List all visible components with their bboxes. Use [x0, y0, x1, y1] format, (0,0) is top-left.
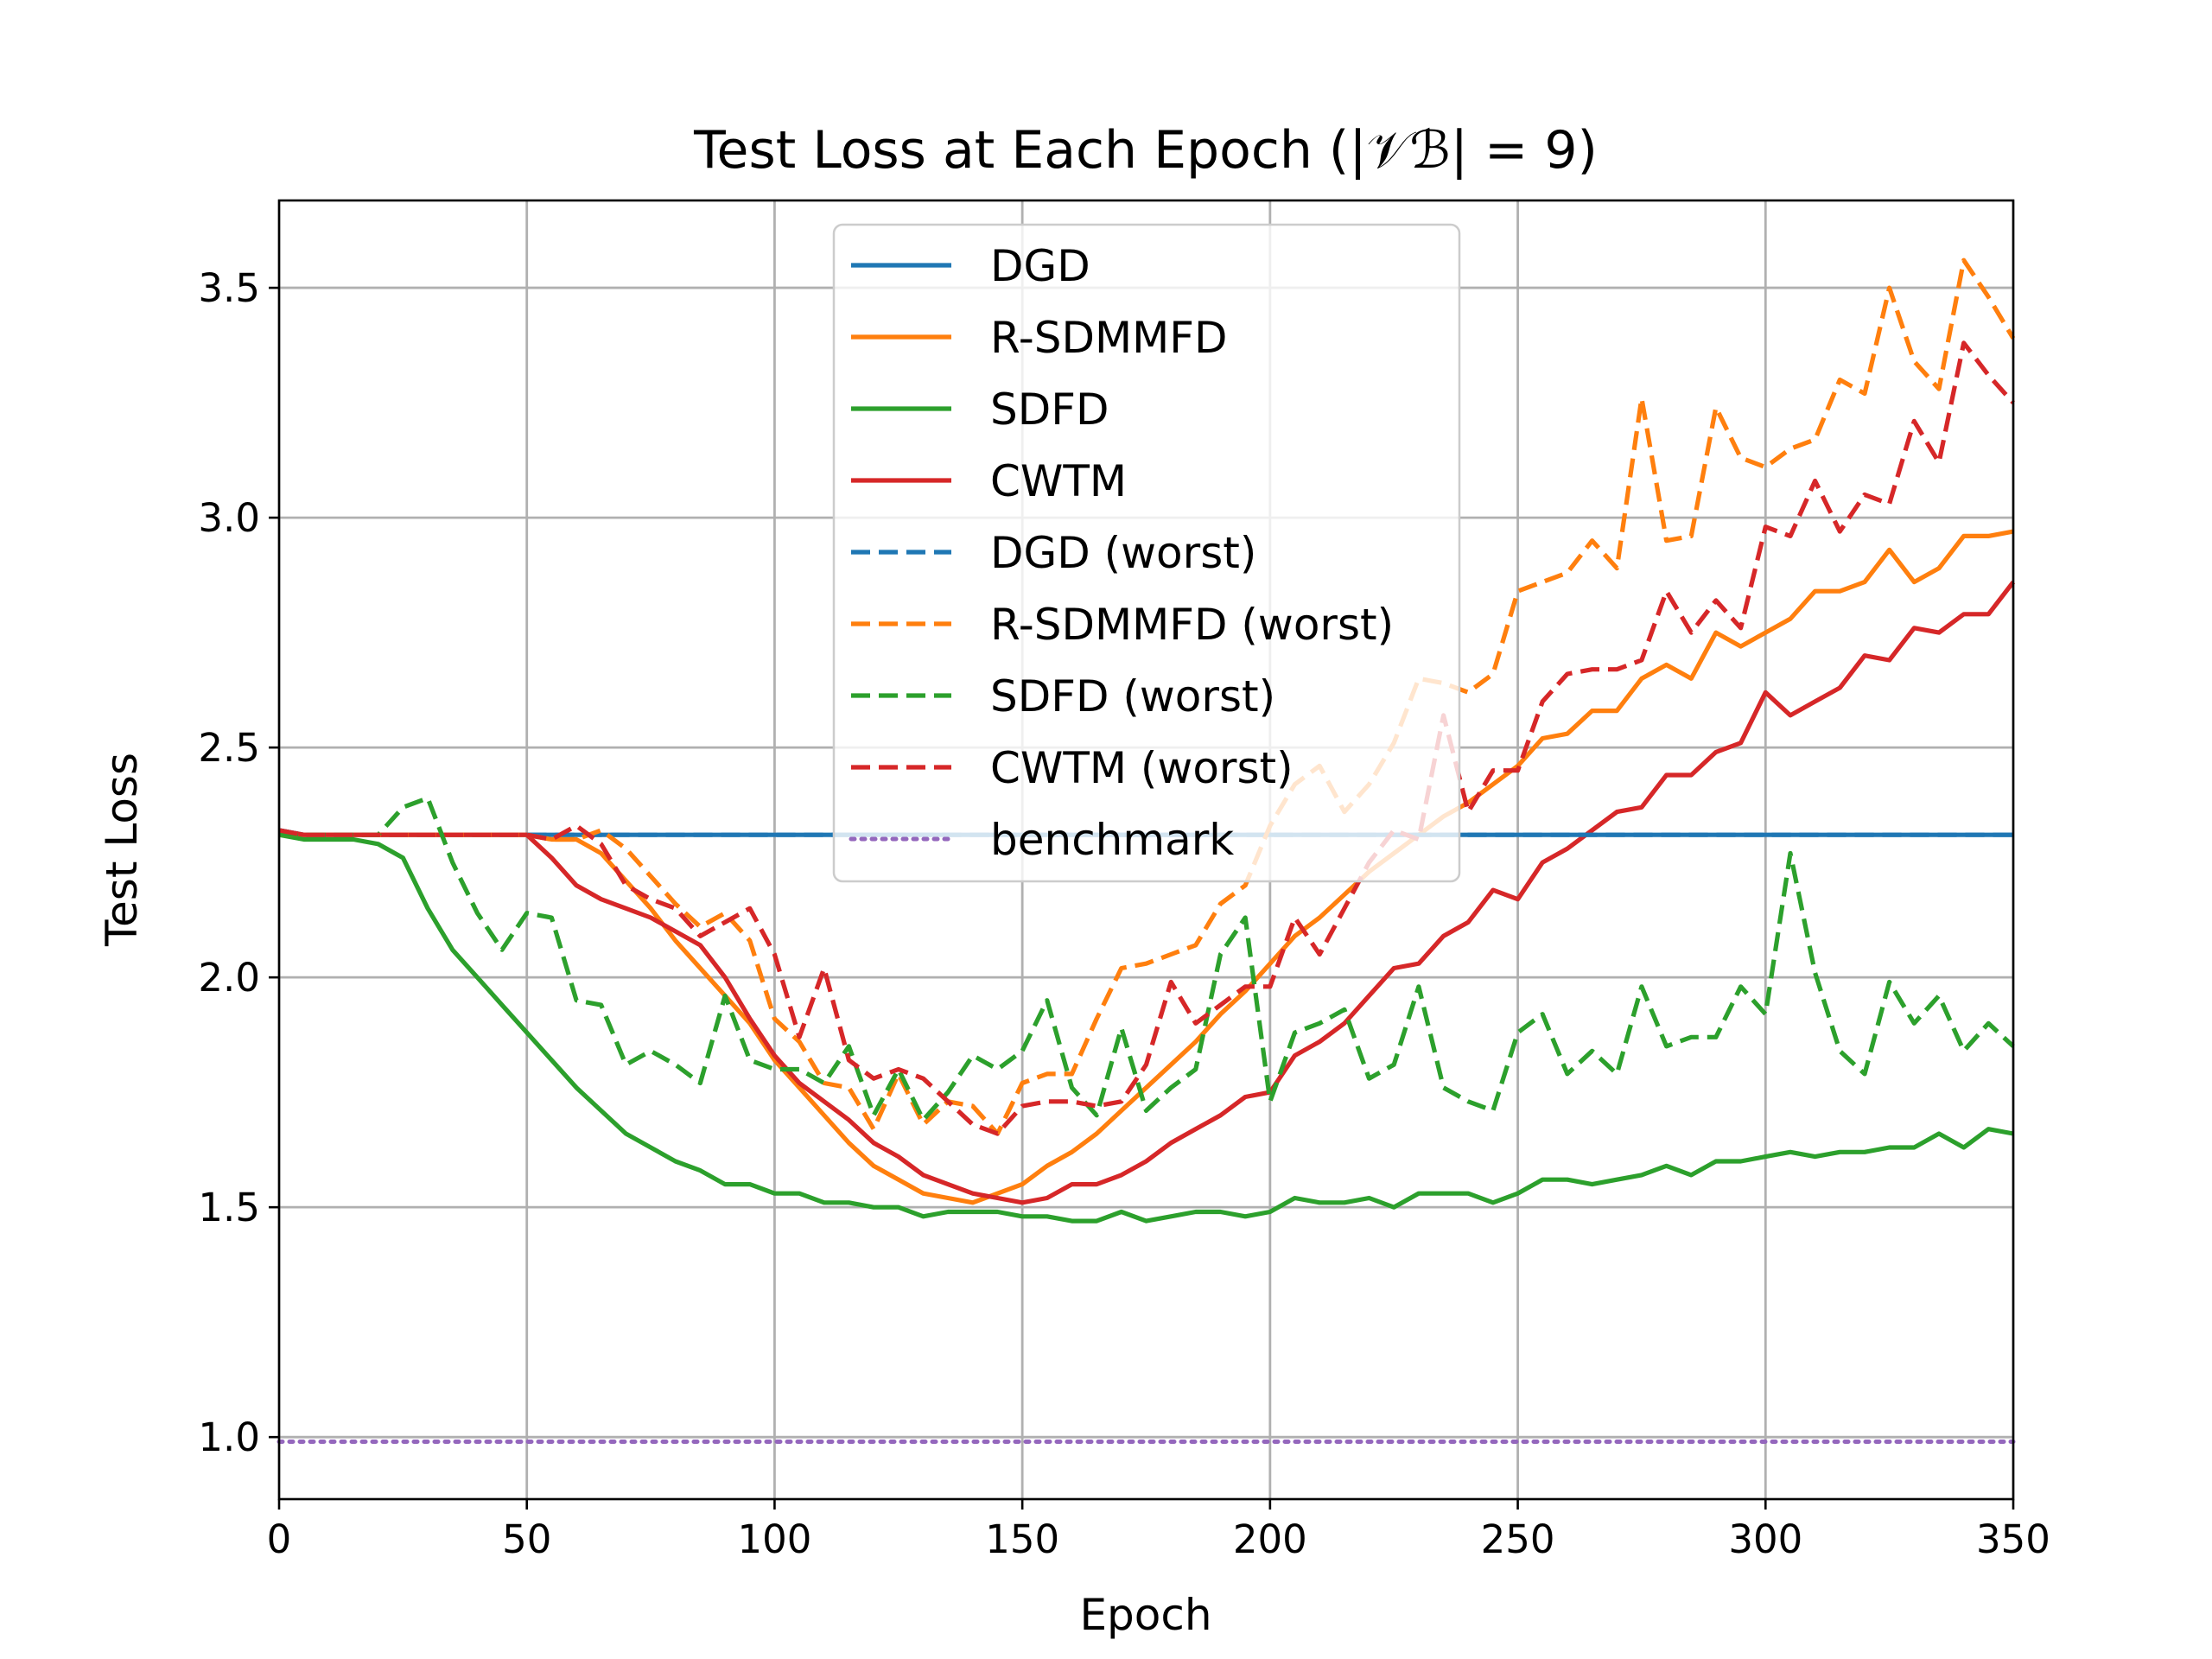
x-tick-label: 100	[737, 1516, 811, 1562]
legend-entry-label: SDFD	[990, 385, 1109, 435]
legend-entry-label: CWTM (worst)	[990, 743, 1294, 793]
series-line-cwtm-worst	[278, 340, 2015, 1136]
legend-entry-label: benchmark	[990, 815, 1234, 865]
legend-entry-label: DGD (worst)	[990, 528, 1256, 578]
legend-entry-label: CWTM	[990, 456, 1127, 506]
y-axis-label: Test Loss	[97, 753, 147, 947]
y-tick-label: 1.5	[198, 1185, 260, 1230]
x-tick-label: 50	[502, 1516, 551, 1562]
x-tick-label: 200	[1233, 1516, 1307, 1562]
legend-entry-label: R-SDMMFD (worst)	[990, 600, 1394, 650]
x-tick-label: 150	[985, 1516, 1059, 1562]
plot-frame	[277, 199, 2015, 1501]
x-tick-label: 300	[1728, 1516, 1802, 1562]
y-axis: 1.0 1.5 2.0 2.5 3.0 3.5	[198, 265, 279, 1460]
x-axis: 0 50 100 150 200 250 300 350	[267, 1499, 2050, 1562]
y-tick-label: 2.0	[198, 955, 260, 1001]
y-tick-label: 3.0	[198, 495, 260, 541]
legend-entry-label: SDFD (worst)	[990, 671, 1275, 721]
legend: DGD R-SDMMFD SDFD CWTM DGD (worst) R-SDMMFD (…	[832, 223, 1461, 883]
y-tick-label: 1.0	[198, 1414, 260, 1460]
y-tick-label: 3.5	[198, 265, 260, 311]
series-line-sdfd-worst	[279, 795, 2015, 1122]
y-tick-label: 2.5	[198, 725, 260, 771]
chart-title: Test Loss at Each Epoch (|𝒱ℬ| = 9)	[693, 120, 1598, 181]
series-line-sdfd	[278, 832, 2014, 1224]
legend-entry-label: R-SDMMFD	[990, 313, 1228, 363]
x-tick-label: 250	[1481, 1516, 1555, 1562]
series-line-r-sdmmfd-worst	[279, 257, 2016, 1136]
x-tick-label: 0	[267, 1516, 292, 1562]
series-line-cwtm	[278, 581, 2016, 1205]
legend-box	[832, 223, 1461, 883]
legend-entry-label: DGD	[990, 241, 1090, 291]
x-tick-label: 350	[1976, 1516, 2050, 1562]
x-axis-label: Epoch	[1079, 1590, 1211, 1640]
